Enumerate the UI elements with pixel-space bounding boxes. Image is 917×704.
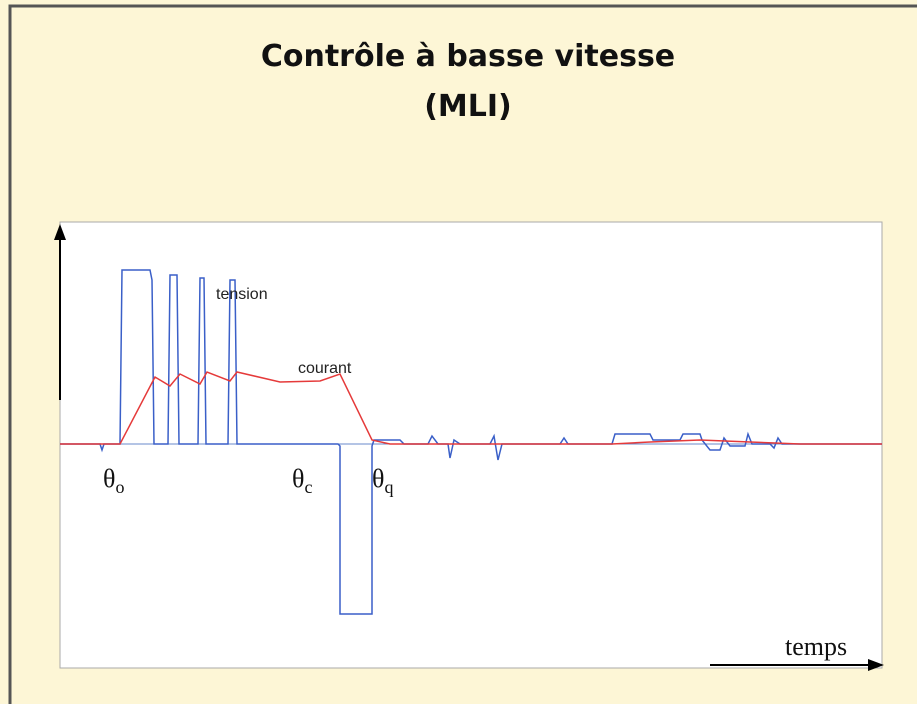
- symbol: θ: [372, 464, 384, 493]
- symbol: θ: [103, 464, 115, 493]
- title-line: Contrôle à basse vitesse: [261, 39, 675, 74]
- plot-area: [59, 221, 883, 669]
- x-axis-label: temps: [785, 632, 847, 661]
- subscript: c: [304, 477, 312, 497]
- symbol: θ: [292, 464, 304, 493]
- marker-label: θo: [103, 464, 124, 497]
- courant-curve: [60, 371, 882, 445]
- title-line: (MLI): [424, 89, 512, 124]
- y-arrow: [54, 224, 66, 240]
- subscript: q: [384, 477, 393, 497]
- curve-label: courant: [298, 360, 352, 377]
- frame: [8, 4, 917, 704]
- curve-label: tension: [216, 286, 268, 303]
- marker-label: θq: [372, 464, 393, 497]
- marker-label: θc: [292, 464, 312, 497]
- subscript: o: [115, 477, 124, 497]
- x-arrow: [868, 659, 884, 671]
